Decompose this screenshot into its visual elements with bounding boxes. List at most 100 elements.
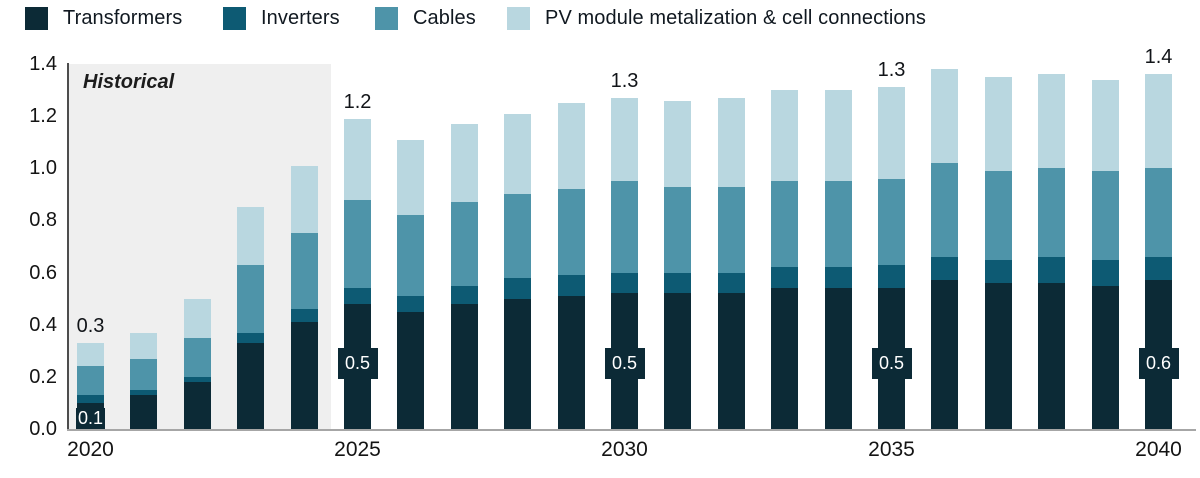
bar-segment-2025 [344,199,371,289]
bar-segment-2033 [771,288,799,429]
chart-legend: Transformers Inverters Cables PV module met… [0,6,1200,34]
bar-segment-2021 [130,358,158,390]
bar-segment-2026 [397,311,425,429]
bar-segment-2020 [77,395,104,403]
bar-segment-2021 [130,332,158,359]
legend-item: Inverters [223,6,340,30]
bar-segment-2029 [557,189,585,276]
bar-segment-2033 [771,181,799,268]
bar-segment-2029 [557,103,585,190]
bar-segment-2038 [1038,74,1066,169]
y-axis-tick-label: 0.2 [29,365,57,388]
bar-segment-2039 [1091,79,1119,171]
bar-segment-2040 [1145,168,1172,257]
bar-segment-2038 [1038,168,1066,257]
y-axis-tick-label: 0.6 [29,261,57,284]
bar-total-label: 1.4 [1144,46,1173,69]
bar-total-label: 1.3 [877,59,906,82]
bar-segment-2036 [931,280,959,429]
bar-segment-2022 [183,382,211,429]
bar-inside-label: 0.5 [871,348,912,379]
bar-segment-2021 [130,389,158,396]
bar-segment-2027 [450,202,478,286]
y-axis-tick-label: 0.8 [29,209,57,232]
bar-segment-2033 [771,267,799,289]
bar-segment-2033 [771,90,799,182]
bar-segment-2030 [611,181,638,273]
bar-segment-2032 [717,97,745,187]
bar-segment-2036 [931,256,959,281]
bar-segment-2027 [450,285,478,304]
legend-item: PV module metalization & cell connection… [507,6,926,30]
legend-label: PV module metalization & cell connection… [545,6,926,29]
y-axis-line [67,63,69,429]
y-axis-tick-label: 0.0 [29,418,57,440]
bar-segment-2038 [1038,256,1066,283]
bar-segment-2031 [664,293,692,429]
y-axis-tick-label: 0.4 [29,313,57,336]
bar-segment-2022 [183,298,211,338]
x-axis-tick-label: 2035 [868,438,915,461]
legend-swatch-icon [375,6,398,30]
bar-segment-2031 [664,272,692,294]
bar-segment-2030 [611,97,638,182]
bar-inside-label: 0.5 [604,348,645,379]
bar-segment-2034 [824,288,852,429]
legend-label: Transformers [63,6,183,29]
bar-total-label: 1.3 [610,69,639,92]
bar-segment-2026 [397,215,425,297]
bar-segment-2025 [344,288,371,304]
bar-segment-2027 [450,123,478,203]
bar-segment-2036 [931,163,959,257]
y-axis-tick-label: 1.2 [29,105,57,128]
bar-segment-2031 [664,100,692,187]
bar-segment-2028 [504,277,532,299]
bar-segment-2037 [984,77,1012,171]
bar-segment-2038 [1038,283,1066,429]
bar-segment-2037 [984,259,1012,283]
bar-segment-2024 [290,309,318,323]
bar-segment-2037 [984,170,1012,260]
bar-segment-2034 [824,181,852,268]
bar-segment-2039 [1091,285,1119,429]
x-axis-tick-label: 2040 [1135,438,1182,461]
bar-segment-2029 [557,275,585,297]
legend-item: Transformers [25,6,182,30]
bar-segment-2027 [450,303,478,429]
legend-label: Cables [413,6,476,29]
legend-item: Cables [375,6,476,30]
x-axis-line [67,429,1196,431]
bar-segment-2040 [1145,256,1172,281]
y-axis-tick-label: 1.4 [29,53,57,75]
y-axis-tick-label: 1.0 [29,157,57,180]
bar-segment-2034 [824,267,852,289]
legend-label: Inverters [261,6,340,29]
bar-segment-2039 [1091,259,1119,286]
bar-segment-2030 [611,272,638,294]
bar-segment-2023 [237,342,265,429]
bar-total-label: 1.2 [343,90,372,113]
bar-segment-2039 [1091,170,1119,260]
bar-inside-label: 0.1 [76,408,105,429]
bar-segment-2032 [717,272,745,294]
bar-segment-2031 [664,186,692,273]
bar-segment-2022 [183,337,211,377]
bar-segment-2022 [183,376,211,383]
bar-segment-2023 [237,207,265,265]
bar-segment-2032 [717,293,745,429]
bar-segment-2032 [717,186,745,273]
bar-inside-label: 0.5 [337,348,378,379]
x-axis-tick-label: 2030 [601,438,648,461]
bar-segment-2024 [290,322,318,429]
x-axis-tick-label: 2025 [334,438,381,461]
legend-swatch-icon [223,6,246,30]
bar-segment-2040 [1145,74,1172,169]
bar-segment-2034 [824,90,852,182]
bar-segment-2029 [557,296,585,429]
legend-swatch-icon [25,6,48,30]
bar-total-label: 0.3 [76,314,105,337]
bar-segment-2035 [878,87,905,179]
x-axis-tick-label: 2020 [67,438,114,461]
bar-segment-2028 [504,298,532,429]
